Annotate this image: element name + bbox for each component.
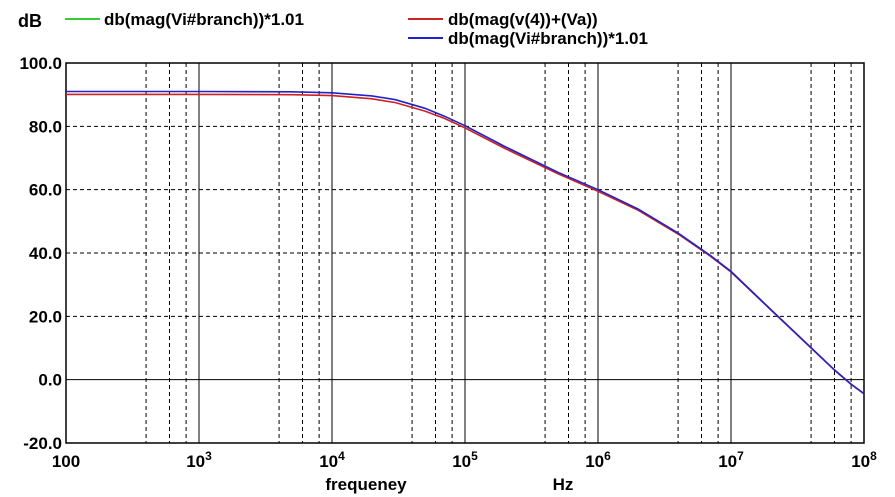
grid-lines bbox=[65, 62, 865, 444]
x-tick-label: 104 bbox=[319, 449, 345, 471]
y-tick-label: 20.0 bbox=[29, 307, 62, 326]
x-tick-label: 103 bbox=[186, 449, 212, 471]
y-tick-label: 0.0 bbox=[38, 371, 62, 390]
legend-label-3: db(mag(Vi#branch))*1.01 bbox=[448, 29, 648, 48]
legend: db(mag(Vi#branch))*1.01 db(mag(v(4))+(Va)… bbox=[65, 10, 648, 48]
x-axis-unit: Hz bbox=[553, 475, 574, 494]
y-axis-label: dB bbox=[18, 11, 42, 31]
x-axis-label: frequeney bbox=[325, 475, 407, 494]
x-tick-label: 108 bbox=[851, 449, 877, 471]
y-tick-label: 40.0 bbox=[29, 244, 62, 263]
y-tick-label: -20.0 bbox=[23, 434, 62, 453]
x-tick-label: 100 bbox=[52, 452, 80, 471]
y-tick-label: 60.0 bbox=[29, 181, 62, 200]
legend-label-2: db(mag(v(4))+(Va)) bbox=[448, 10, 598, 29]
x-tick-label: 106 bbox=[585, 449, 611, 471]
series-line-2 bbox=[66, 90, 865, 395]
y-tick-label: 100.0 bbox=[19, 54, 62, 73]
x-tick-label: 105 bbox=[452, 449, 478, 471]
x-tick-label: 107 bbox=[718, 449, 744, 471]
y-tick-label: 80.0 bbox=[29, 117, 62, 136]
axes bbox=[65, 62, 865, 444]
legend-label-1: db(mag(Vi#branch))*1.01 bbox=[104, 10, 304, 29]
series-lines bbox=[66, 90, 865, 395]
plot-frame bbox=[65, 62, 865, 444]
axis-titles: dB frequeney Hz bbox=[18, 11, 573, 494]
